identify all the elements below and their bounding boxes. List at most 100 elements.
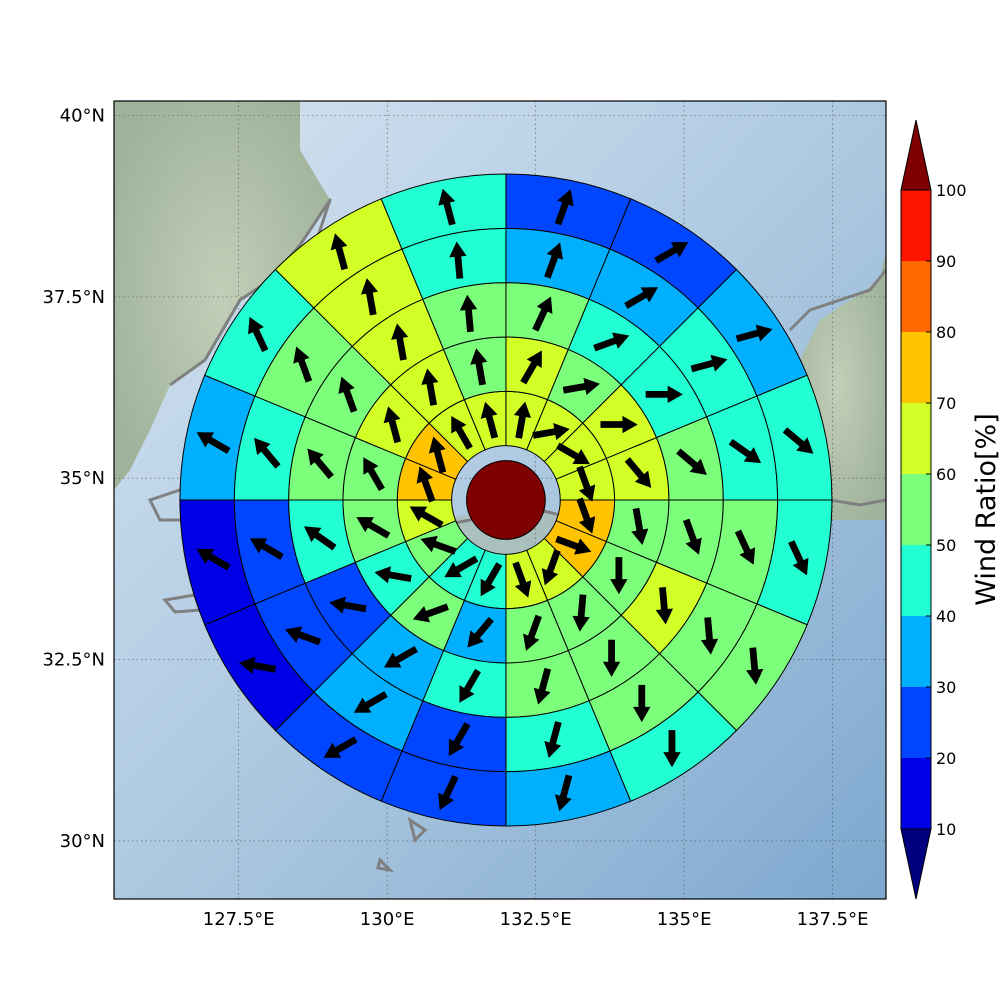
wind-arrow — [512, 561, 532, 598]
colorbar-label: Wind Ratio[%] — [971, 413, 1000, 605]
wind-arrow-shape — [304, 526, 337, 551]
wind-arrow-shape — [610, 557, 628, 595]
wind-arrow — [304, 526, 337, 551]
wind-arrow-shape — [532, 423, 570, 441]
colorbar-ticks: 10 20 30 40 50 60 70 80 90 100 — [926, 181, 967, 839]
wind-arrow-shape — [353, 691, 388, 713]
colorbar-tick-label: 30 — [936, 678, 956, 697]
wind-arrow — [459, 668, 481, 703]
colorbar-bin — [901, 474, 931, 545]
colorbar-tick-label: 10 — [936, 820, 956, 839]
wind-arrow-shape — [676, 448, 707, 475]
wind-arrow-shape — [451, 415, 473, 450]
wind-arrow-shape — [356, 517, 391, 539]
wind-arrow-shape — [735, 324, 773, 343]
wind-arrow — [700, 617, 719, 655]
wind-arrow-shape — [532, 296, 553, 332]
y-tick-label: 40°N — [60, 106, 105, 127]
wind-arrow-shape — [512, 561, 532, 598]
wind-arrow — [520, 350, 542, 385]
colorbar-bin — [901, 332, 931, 403]
colorbar-bin — [901, 616, 931, 687]
wind-arrow-shape — [480, 401, 499, 439]
colorbar-tick-label: 70 — [936, 394, 956, 413]
wind-arrow — [284, 626, 322, 646]
wind-arrow — [544, 721, 562, 758]
wind-arrow-shape — [746, 647, 764, 685]
wind-arrow-shape — [480, 562, 503, 597]
wind-arrow-shape — [428, 436, 447, 474]
wind-arrow — [576, 497, 596, 534]
wind-arrow — [444, 555, 479, 578]
wind-arrow-shape — [788, 540, 809, 576]
wind-arrow — [572, 594, 590, 632]
wind-arrow-shape — [470, 348, 488, 386]
wind-arrow — [676, 448, 707, 475]
wind-arrow-shape — [633, 684, 651, 723]
wind-arrow-shape — [330, 233, 348, 271]
wind-arrow-shape — [420, 535, 457, 555]
wind-arrow — [782, 427, 814, 454]
wind-arrow — [307, 448, 334, 480]
wind-arrow-shape — [416, 466, 436, 503]
wind-arrow — [338, 376, 358, 413]
wind-arrow-shape — [663, 730, 681, 768]
wind-arrow-shape — [734, 529, 756, 565]
y-tick-label: 32.5°N — [42, 650, 105, 671]
wind-arrow-shape — [409, 506, 444, 529]
wind-arrow — [682, 518, 702, 555]
map-frame — [113, 100, 887, 900]
wind-arrow-shape — [533, 667, 552, 705]
wind-arrow-shape — [438, 774, 459, 811]
colorbar-tick-label: 50 — [936, 536, 956, 555]
wind-arrow — [576, 465, 596, 502]
colorbar-tick-label: 40 — [936, 607, 956, 626]
wind-arrow — [467, 616, 494, 648]
wind-arrow-shape — [444, 555, 479, 578]
wind-arrow — [353, 691, 388, 713]
wind-arrow — [593, 332, 630, 352]
wind-arrow — [728, 438, 762, 464]
wind-arrow-shape — [338, 376, 358, 413]
colorbar-bin — [901, 190, 931, 261]
wind-arrow — [624, 457, 652, 488]
wind-arrow — [532, 296, 553, 332]
wind-arrow — [363, 457, 385, 492]
wind-arrow-shape — [520, 350, 542, 385]
wind-arrow-shape — [412, 603, 449, 623]
wind-arrow-shape — [293, 346, 313, 383]
colorbar-bin — [901, 403, 931, 474]
wind-arrow-shape — [655, 587, 674, 625]
wind-arrow — [554, 774, 573, 812]
wind-arrow-shape — [562, 377, 600, 395]
wind-arrow-shape — [307, 448, 334, 480]
wind-arrow-shape — [196, 548, 231, 571]
wind-arrow — [383, 406, 402, 444]
x-tick-label: 137.5°E — [797, 909, 869, 930]
wind-arrow — [451, 415, 473, 450]
colorbar-under-triangle — [900, 828, 932, 900]
wind-ratio-sectors — [179, 173, 833, 827]
wind-arrow-shape — [360, 278, 379, 316]
wind-arrow — [391, 323, 409, 361]
wind-arrow-shape — [384, 645, 418, 668]
wind-arrow-shape — [383, 406, 402, 444]
wind-arrow — [470, 348, 488, 386]
wind-arrow-shape — [782, 427, 814, 454]
wind-arrow-shape — [238, 656, 277, 674]
x-tick-label: 132.5°E — [500, 909, 572, 930]
wind-arrow-shape — [467, 616, 494, 648]
wind-arrow-shape — [576, 465, 596, 502]
wind-arrow — [449, 241, 467, 279]
colorbar-bin — [901, 758, 931, 829]
wind-arrow-shape — [541, 549, 561, 586]
wind-arrow — [196, 548, 231, 571]
wind-arrow-shape — [323, 736, 358, 758]
wind-arrow-shape — [728, 438, 762, 464]
wind-arrow — [663, 730, 681, 768]
wind-arrow-shape — [196, 432, 231, 454]
wind-arrow — [690, 354, 728, 373]
wind-arrow — [788, 540, 809, 576]
x-tick-label: 135°E — [657, 909, 712, 930]
wind-arrow-shape — [391, 323, 409, 361]
